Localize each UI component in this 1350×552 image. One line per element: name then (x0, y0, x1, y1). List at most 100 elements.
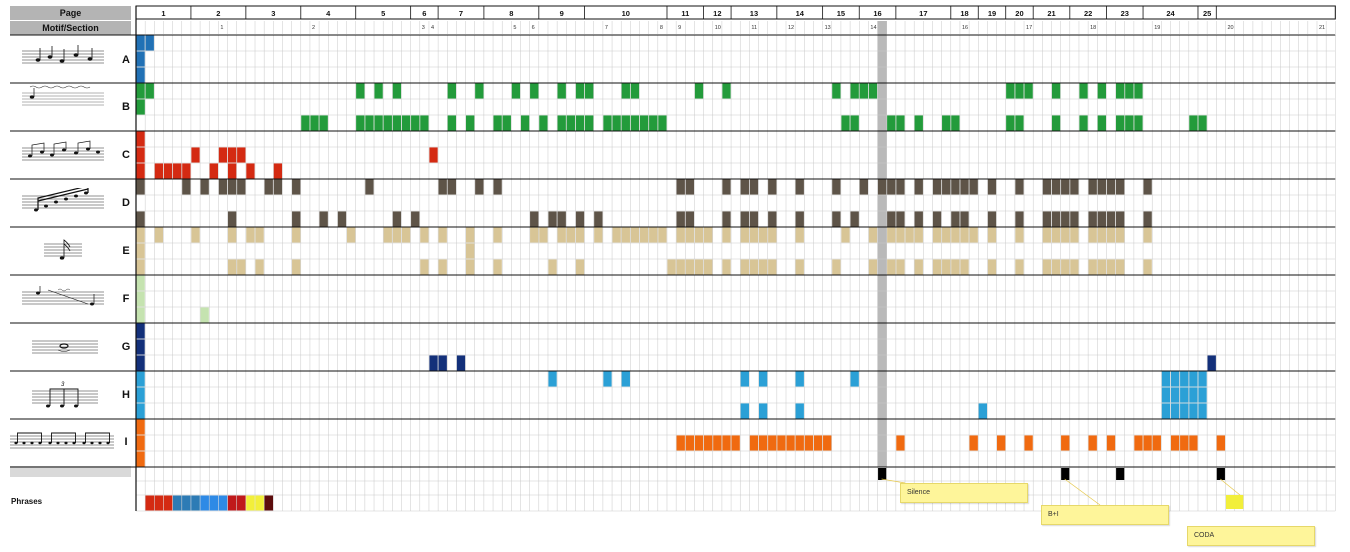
motif-cell-e (612, 227, 621, 243)
motif-cell-d (1106, 211, 1116, 227)
page-header-row (135, 5, 1336, 20)
phrase-block (255, 495, 264, 511)
motif-cell-d (1106, 179, 1116, 195)
motif-cell-d (896, 179, 905, 195)
motif-cell-e (1042, 227, 1052, 243)
motif-cell-b (520, 115, 530, 131)
section-number-label: 1 (220, 25, 223, 31)
motif-cell-e (868, 227, 878, 243)
motif-cell-d (1097, 211, 1107, 227)
phrase-block (264, 495, 274, 511)
silence-row-label-band (10, 466, 131, 477)
motif-cell-d (557, 211, 566, 227)
motif-cell-e (1088, 227, 1097, 243)
motif-cell-b (1134, 83, 1143, 99)
motif-cell-i (823, 435, 832, 451)
motif-cell-e (740, 227, 749, 243)
phrase-block (191, 495, 200, 511)
motif-cell-d (227, 211, 237, 227)
motif-cell-e (1015, 259, 1024, 275)
motif-cell-d (1088, 211, 1097, 227)
motif-cell-e (987, 227, 997, 243)
motif-g-notation-icon (32, 340, 98, 354)
motif-cell-i (749, 435, 759, 451)
motif-cell-i (136, 435, 145, 451)
motif-cell-h (795, 403, 804, 419)
motif-h-notation-icon: 3 (32, 382, 98, 408)
motif-cell-e (740, 259, 749, 275)
motif-cell-b (145, 83, 154, 99)
motif-cell-d (887, 211, 896, 227)
motif-cell-h (758, 371, 768, 387)
section-number-label: 20 (1227, 25, 1233, 31)
motif-cell-e (704, 227, 713, 243)
page-number-label: 10 (622, 9, 630, 18)
motif-label-e: E (122, 245, 130, 257)
section-number-label: 7 (605, 25, 608, 31)
motif-cell-e (832, 259, 841, 275)
motif-cell-g (438, 355, 447, 371)
motif-cell-b (356, 83, 365, 99)
motif-cell-h (136, 403, 145, 419)
motif-label-a: A (122, 54, 130, 66)
motif-cell-h (1161, 387, 1171, 403)
motif-cell-h (740, 403, 749, 419)
motif-cell-e (557, 227, 566, 243)
motif-cell-i (1106, 435, 1116, 451)
motif-cell-d (740, 211, 749, 227)
motif-cell-e (438, 259, 447, 275)
motif-cell-i (969, 435, 978, 451)
motif-cell-b (621, 83, 630, 99)
motif-cell-e (136, 259, 145, 275)
motif-cell-g (136, 355, 145, 371)
section-header-row (136, 21, 1336, 34)
motif-cell-e (392, 227, 402, 243)
motif-cell-e (575, 227, 585, 243)
motif-cell-e (630, 227, 640, 243)
motif-cell-d (292, 179, 301, 195)
annotation-silence: Silence (900, 483, 1028, 503)
page-number-label: 3 (271, 9, 275, 18)
page-number-label: 2 (216, 9, 220, 18)
motif-cell-d (575, 211, 585, 227)
motif-cell-d (1042, 211, 1052, 227)
motif-cell-b (887, 115, 896, 131)
motif-cell-a (136, 67, 145, 83)
motif-cell-b (502, 115, 511, 131)
motif-cell-d (227, 179, 237, 195)
silence-mark (878, 468, 887, 480)
motif-cell-i (713, 435, 722, 451)
annotation-leader (1220, 478, 1241, 496)
phrase-block (246, 495, 255, 511)
motif-cell-e (896, 259, 905, 275)
motif-cell-d (1143, 179, 1152, 195)
motif-d-notation-icon (22, 188, 104, 212)
motif-cell-d (594, 211, 603, 227)
motif-label-f: F (122, 293, 130, 305)
page-number-label: 11 (681, 9, 689, 18)
section-number-label: 18 (1090, 25, 1096, 31)
motif-cell-d (438, 179, 447, 195)
motif-cell-b (1189, 115, 1198, 131)
motif-cell-d (859, 179, 868, 195)
motif-cell-d (987, 211, 997, 227)
motif-cell-i (813, 435, 823, 451)
motif-cell-e (154, 227, 164, 243)
motif-cell-b (575, 115, 585, 131)
section-number-label: 3 (422, 25, 425, 31)
motif-cell-b (896, 115, 905, 131)
motif-cell-f (200, 307, 209, 323)
motif-cell-d (942, 179, 951, 195)
motif-cell-d (932, 211, 942, 227)
motif-cell-h (1170, 387, 1180, 403)
motif-cell-e (722, 259, 731, 275)
motif-cell-e (914, 227, 923, 243)
motif-cell-e (1015, 227, 1024, 243)
motif-cell-b (868, 83, 878, 99)
phrases-label: Phrases (11, 497, 43, 506)
phrase-block (163, 495, 173, 511)
motif-cell-h (548, 371, 557, 387)
motif-cell-e (841, 227, 850, 243)
motif-cell-d (768, 211, 777, 227)
motif-cell-e (942, 259, 951, 275)
